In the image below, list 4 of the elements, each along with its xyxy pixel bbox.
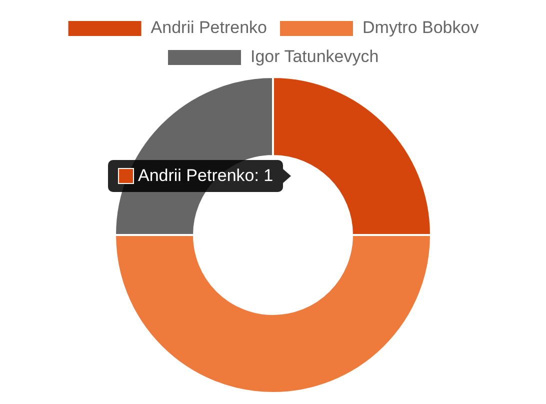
legend-label: Igor Tatunkevych (250, 47, 379, 66)
text: Andrii Petrenko: 1 (138, 166, 274, 186)
legend-label: Andrii Petrenko (150, 18, 268, 38)
legend-label: Dmytro Bobkov (362, 18, 480, 38)
